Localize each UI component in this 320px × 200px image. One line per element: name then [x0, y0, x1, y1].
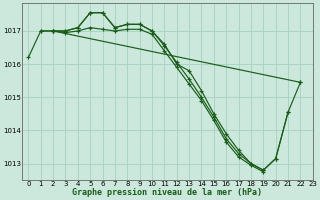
X-axis label: Graphe pression niveau de la mer (hPa): Graphe pression niveau de la mer (hPa): [72, 188, 262, 197]
